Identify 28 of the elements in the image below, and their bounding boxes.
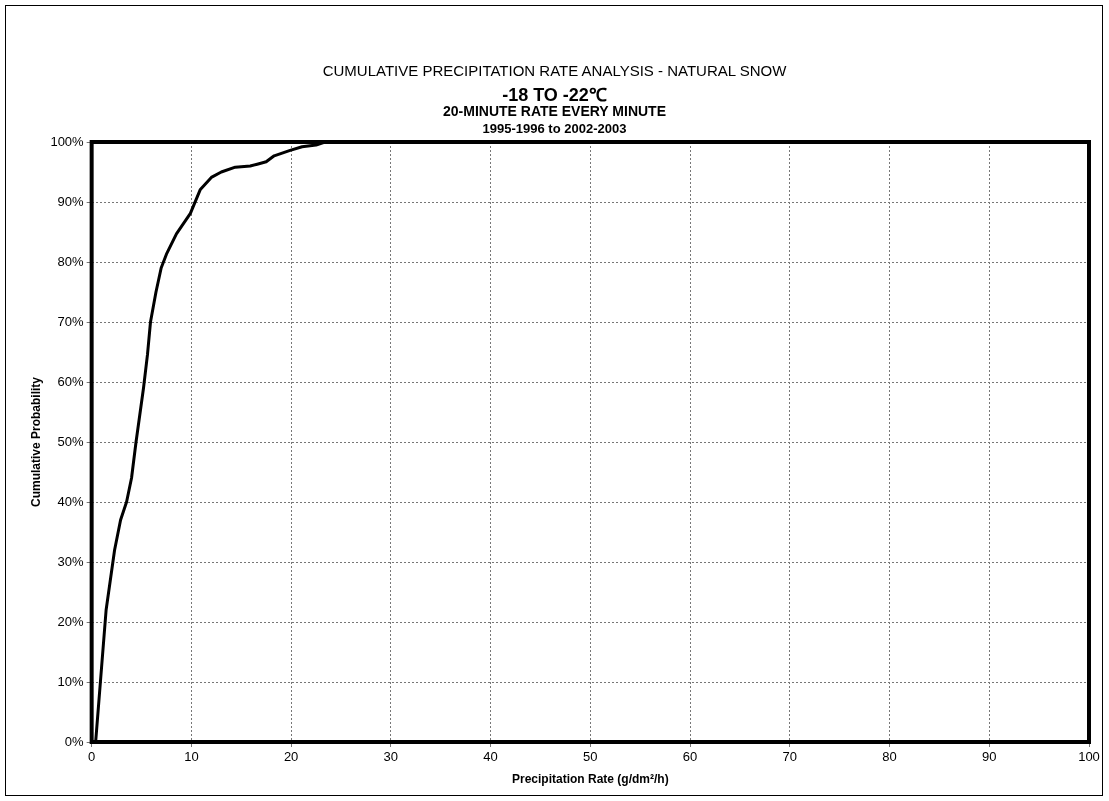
text: 20-MINUTE RATE EVERY MINUTE [442, 103, 667, 119]
y-tick-label: 0% [64, 733, 85, 749]
x-tick-label: 30 [383, 749, 399, 765]
x-tick-label: 60 [682, 749, 698, 765]
y-tick-label: 10% [57, 673, 85, 689]
y-tick-label: 80% [57, 253, 85, 269]
x-tick-label: 70 [782, 749, 798, 765]
y-tick-label: 30% [57, 553, 85, 569]
y-axis-title: Cumulative Probability [28, 376, 43, 508]
x-tick-label: 10 [184, 749, 199, 765]
x-axis-title: Precipitation Rate (g/dm²/h) [511, 772, 669, 787]
text: 1995-1996 to 2002-2003 [482, 121, 627, 136]
y-tick-label: 50% [57, 433, 85, 449]
x-tick-label: 80 [882, 749, 897, 765]
y-tick-label: 90% [57, 193, 85, 209]
chart-subtitle: -18 TO -22℃ [501, 84, 608, 106]
y-tick-label: 70% [57, 313, 85, 329]
chart-title: CUMULATIVE PRECIPITATION RATE ANALYSIS - NATURAL SNOW [321, 62, 788, 79]
y-tick-label: 40% [57, 493, 85, 509]
x-tick-label: 20 [283, 749, 299, 765]
x-tick-label: 50 [583, 749, 598, 765]
y-tick-label: 60% [57, 373, 85, 389]
x-tick-label: 0 [88, 749, 96, 765]
x-tick-label: 90 [982, 749, 997, 765]
y-tick-label: 100% [50, 133, 85, 149]
y-tick-label: 20% [57, 613, 85, 629]
x-tick-label: 40 [483, 749, 498, 765]
x-tick-label: 100 [1078, 749, 1100, 765]
